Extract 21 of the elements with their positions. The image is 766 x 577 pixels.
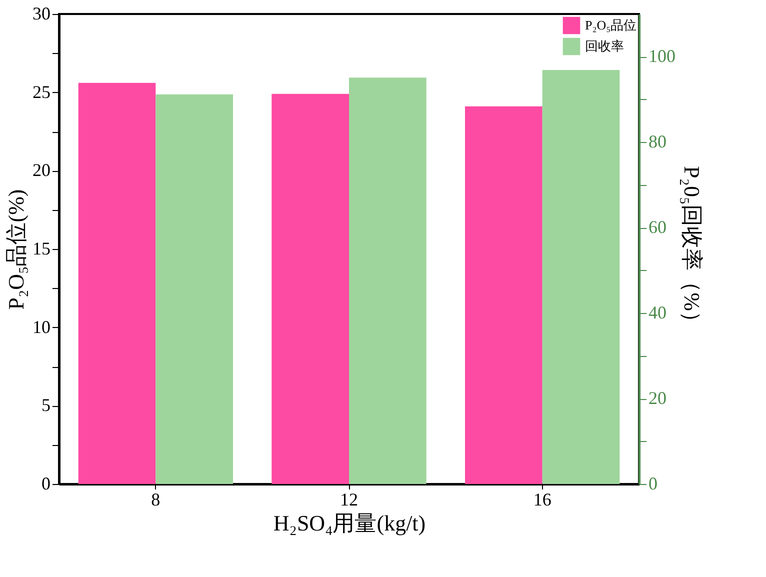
y2-tick-label: 60 (648, 217, 666, 238)
y-axis-title: P₂O₅品位(%) (4, 189, 28, 310)
y2-tick-label: 20 (648, 388, 666, 408)
x-tick-label: 12 (340, 490, 358, 510)
y-tick-label: 20 (32, 160, 50, 180)
x-tick-label: 8 (151, 490, 160, 510)
y-tick-label: 30 (32, 4, 50, 24)
legend-label: P₂O₅品位 (585, 18, 637, 32)
y2-axis-title: P₂0₅回收率（%） (680, 166, 704, 333)
y2-tick-label: 80 (648, 132, 666, 152)
x-axis-title: H₂SO₄用量(kg/t) (273, 510, 426, 536)
y-tick-label: 15 (32, 238, 50, 258)
y2-tick-label: 0 (648, 474, 658, 494)
y2-tick-label: 100 (648, 46, 676, 66)
y2-tick-label: 40 (648, 302, 666, 323)
y-tick-label: 10 (32, 316, 50, 337)
y-tick-label: 5 (42, 395, 50, 416)
y-tick-label: 0 (42, 474, 50, 494)
y-tick-label: 25 (32, 82, 50, 102)
x-tick-label: 16 (533, 490, 552, 510)
legend-label: 回收率 (585, 38, 624, 54)
